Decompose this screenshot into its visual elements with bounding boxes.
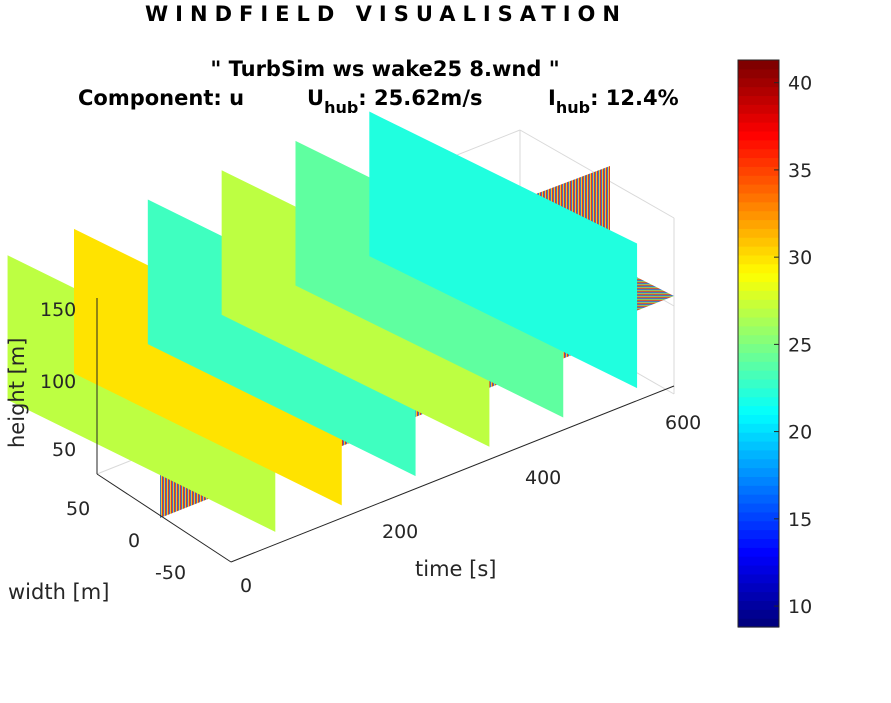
colorbar-band — [738, 564, 779, 575]
z-tick-label: 50 — [52, 439, 76, 461]
colorbar-band — [738, 405, 779, 415]
colorbar-band — [738, 263, 779, 274]
colorbar-band — [738, 511, 779, 522]
colorbar-band — [738, 458, 779, 469]
colorbar-band — [738, 68, 779, 79]
colorbar-band — [738, 538, 779, 548]
x-axis-label: time [s] — [415, 557, 496, 581]
colorbar-band — [738, 334, 779, 345]
colorbar-band — [738, 609, 779, 619]
colorbar-band — [738, 440, 779, 451]
colorbar-band — [738, 432, 779, 442]
colorbar-tick-label: 35 — [788, 160, 812, 182]
colorbar-band — [738, 600, 779, 610]
colorbar-band — [738, 210, 779, 221]
colorbar-band — [738, 290, 779, 300]
colorbar-band — [738, 423, 779, 433]
y-tick-label: 0 — [128, 530, 140, 552]
colorbar-band — [738, 281, 779, 291]
colorbar-band — [738, 166, 779, 176]
colorbar-band — [738, 618, 779, 628]
colorbar-band — [738, 122, 779, 132]
colorbar-band — [738, 219, 779, 229]
colorbar-band — [738, 449, 779, 460]
colorbar-band — [738, 325, 779, 336]
z-tick-label: 150 — [40, 299, 76, 321]
colorbar-band — [738, 246, 779, 256]
colorbar: 10 15 20 25 30 35 40 — [737, 59, 812, 628]
x-tick-label: 0 — [240, 575, 252, 597]
colorbar-tick-label: 20 — [788, 422, 812, 444]
colorbar-band — [738, 272, 779, 283]
colorbar-band — [738, 520, 779, 531]
main-title: WINDFIELD VISUALISATION — [145, 2, 627, 26]
colorbar-band — [738, 352, 779, 362]
colorbar-band — [738, 254, 779, 265]
colorbar-band — [738, 228, 779, 238]
colorbar-band — [738, 157, 779, 167]
colorbar-band — [738, 77, 779, 88]
colorbar-tick-label: 15 — [788, 509, 812, 531]
colorbar-band — [738, 316, 779, 327]
colorbar-tick-label: 25 — [788, 334, 812, 356]
colorbar-band — [738, 370, 779, 380]
y-tick-label: 50 — [66, 498, 90, 520]
component-label: Component: u — [78, 86, 245, 110]
colorbar-band — [738, 60, 779, 70]
colorbar-band — [738, 396, 779, 407]
colorbar-tick-label: 40 — [788, 73, 812, 95]
colorbar-band — [738, 529, 779, 540]
z-tick-label: 100 — [40, 371, 76, 393]
colorbar-tick-label: 10 — [788, 596, 812, 618]
colorbar-band — [738, 308, 779, 318]
colorbar-band — [738, 130, 779, 141]
colorbar-band — [738, 95, 779, 105]
colorbar-band — [738, 299, 779, 309]
colorbar-band — [738, 573, 779, 584]
y-tick-label: -50 — [155, 562, 186, 584]
colorbar-band — [738, 467, 779, 477]
colorbar-tick-label: 30 — [788, 247, 812, 269]
colorbar-band — [738, 201, 779, 212]
file-subtitle: " TurbSim ws wake25 8.wnd " — [210, 57, 560, 81]
colorbar-band — [738, 494, 779, 504]
yz-slice-6 — [369, 111, 638, 389]
colorbar-band — [738, 547, 779, 557]
colorbar-band — [738, 139, 779, 150]
colorbar-band — [738, 556, 779, 566]
colorbar-band — [738, 104, 779, 114]
colorbar-band — [738, 113, 779, 123]
colorbar-band — [738, 502, 779, 513]
i-hub-label: Ihub: 12.4% — [548, 86, 679, 117]
colorbar-band — [738, 192, 779, 203]
x-tick-label: 200 — [382, 521, 418, 543]
stats-subtitle: Component: u Uhub: 25.62m/s Ihub: 12.4% — [75, 84, 695, 120]
colorbar-band — [738, 175, 779, 185]
colorbar-band — [738, 148, 779, 159]
colorbar-band — [738, 237, 779, 247]
x-tick-label: 600 — [665, 412, 701, 434]
colorbar-band — [738, 343, 779, 353]
colorbar-band — [738, 485, 779, 495]
colorbar-band — [738, 378, 779, 389]
axes — [96, 298, 675, 563]
colorbar-band — [738, 476, 779, 486]
colorbar-band — [738, 184, 779, 194]
colorbar-band — [738, 361, 779, 371]
colorbar-band — [738, 414, 779, 424]
u-hub-label: Uhub: 25.62m/s — [307, 86, 483, 117]
colorbar-band — [738, 582, 779, 593]
z-axis-label: height [m] — [5, 338, 29, 448]
colorbar-band — [738, 86, 779, 97]
y-axis-label: width [m] — [8, 580, 109, 604]
x-tick-label: 400 — [525, 467, 561, 489]
colorbar-band — [738, 591, 779, 602]
colorbar-frame — [737, 59, 780, 628]
colorbar-band — [738, 387, 779, 398]
